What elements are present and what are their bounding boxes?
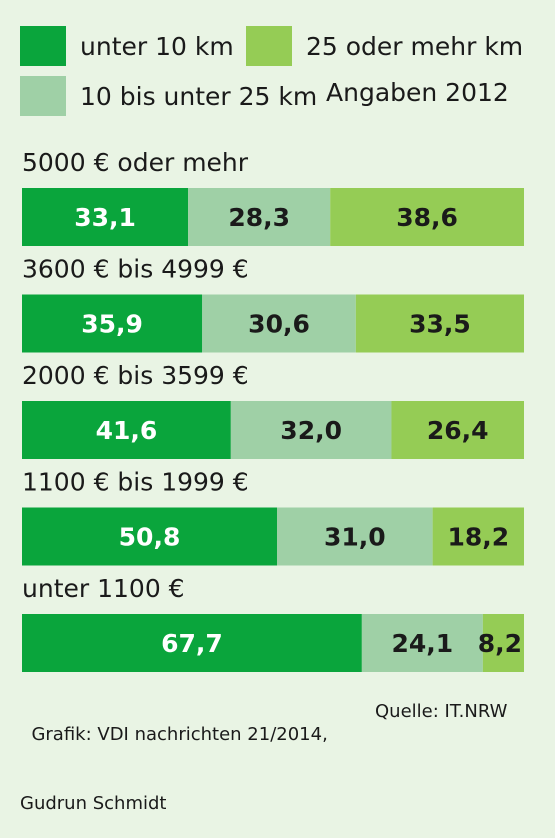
category-label-unter-1100-eur: unter 1100 € [22,574,185,603]
category-label-5000-eur-oder-mehr: 5000 € oder mehr [22,148,249,177]
legend-item-unter-10-km: unter 10 km [20,26,234,66]
data-label-25-oder-mehr-km-1100-eur-bis-1999-eur: 18,2 [447,523,509,552]
bar-segment-10-bis-unter-25-km-1100-eur-bis-1999-eur [277,507,433,566]
legend-item-25-oder-mehr-km: 25 oder mehr km [246,26,523,66]
bar-segment-10-bis-unter-25-km-3600-eur-bis-4999-eur [202,294,356,353]
bar-segment-unter-10-km-2000-eur-bis-3599-eur [22,401,231,459]
bar-segment-10-bis-unter-25-km-unter-1100-eur [361,614,483,672]
stacked-bar-chart: 5000 € oder mehr 33,1 28,3 38,6 3600 € bis 4… [22,148,524,672]
bar-segment-10-bis-unter-25-km-2000-eur-bis-3599-eur [230,401,392,459]
bar-segment-unter-10-km-unter-1100-eur [22,614,362,672]
data-label-unter-10-km-1100-eur-bis-1999-eur: 50,8 [119,523,181,552]
data-label-10-bis-unter-25-km-3600-eur-bis-4999-eur: 30,6 [248,310,310,339]
legend-note: Angaben 2012 [326,78,509,107]
bar-segment-25-oder-mehr-km-2000-eur-bis-3599-eur [391,401,524,459]
legend: unter 10 km 25 oder mehr km 10 bis unter… [0,0,555,130]
bar-segment-25-oder-mehr-km-3600-eur-bis-4999-eur [355,294,524,353]
bar-segment-unter-10-km-3600-eur-bis-4999-eur [22,294,203,353]
data-label-unter-10-km-unter-1100-eur: 67,7 [161,629,223,658]
legend-swatch-10-bis-unter-25-km [20,76,66,116]
data-label-25-oder-mehr-km-3600-eur-bis-4999-eur: 33,5 [409,310,471,339]
bar-segment-25-oder-mehr-km-5000-eur-oder-mehr [330,188,524,246]
data-label-10-bis-unter-25-km-5000-eur-oder-mehr: 28,3 [228,203,290,232]
source-graphic-credit: Grafik: VDI nachrichten 21/2014, [31,724,328,745]
data-label-25-oder-mehr-km-2000-eur-bis-3599-eur: 26,4 [427,416,489,445]
data-label-10-bis-unter-25-km-2000-eur-bis-3599-eur: 32,0 [280,416,342,445]
data-label-unter-10-km-2000-eur-bis-3599-eur: 41,6 [96,416,158,445]
data-label-10-bis-unter-25-km-1100-eur-bis-1999-eur: 31,0 [324,523,386,552]
bar-segment-25-oder-mehr-km-unter-1100-eur [482,614,524,672]
legend-swatch-25-oder-mehr-km [246,26,292,66]
category-label-3600-eur-bis-4999-eur: 3600 € bis 4999 € [22,255,249,284]
category-label-1100-eur-bis-1999-eur: 1100 € bis 1999 € [22,468,249,497]
bar-segment-25-oder-mehr-km-1100-eur-bis-1999-eur [432,507,524,566]
legend-item-10-bis-unter-25-km: 10 bis unter 25 km [20,76,317,116]
source-credit: Grafik: VDI nachrichten 21/2014, Quelle:… [20,700,507,838]
bar-segment-10-bis-unter-25-km-5000-eur-oder-mehr [188,188,331,246]
data-label-unter-10-km-5000-eur-oder-mehr: 33,1 [74,203,136,232]
data-label-10-bis-unter-25-km-unter-1100-eur: 24,1 [392,629,454,658]
source-quelle: Quelle: IT.NRW [375,701,508,722]
data-label-25-oder-mehr-km-5000-eur-oder-mehr: 38,6 [396,203,458,232]
bar-segment-unter-10-km-5000-eur-oder-mehr [22,188,189,246]
bar-segment-unter-10-km-1100-eur-bis-1999-eur [22,507,278,566]
legend-label-unter-10-km: unter 10 km [80,31,234,61]
data-label-unter-10-km-3600-eur-bis-4999-eur: 35,9 [81,310,143,339]
legend-label-10-bis-unter-25-km: 10 bis unter 25 km [80,81,318,111]
category-label-2000-eur-bis-3599-eur: 2000 € bis 3599 € [22,361,249,390]
source-author: Gudrun Schmidt [20,793,167,814]
legend-label-25-oder-mehr-km: 25 oder mehr km [306,31,524,61]
data-label-25-oder-mehr-km-unter-1100-eur: 8,2 [478,629,522,658]
legend-swatch-unter-10-km [20,26,66,66]
